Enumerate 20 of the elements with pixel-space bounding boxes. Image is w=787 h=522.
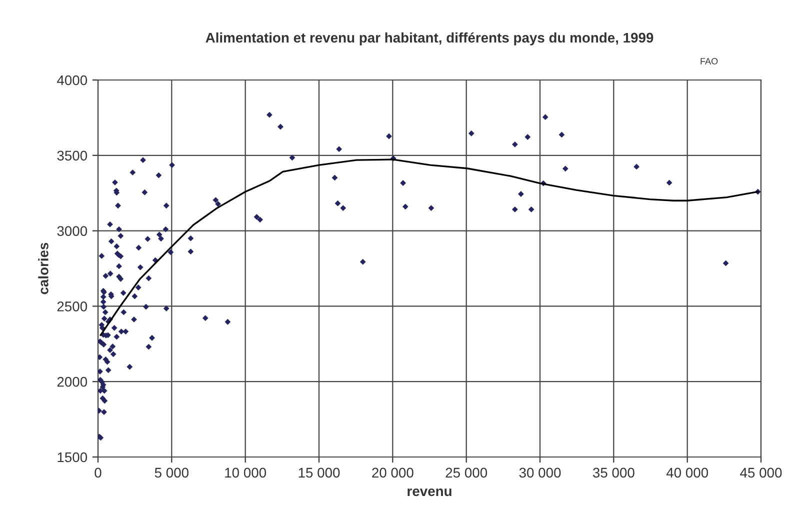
x-tick-label: 15 000 (298, 468, 340, 478)
y-tick-label: 1500 (58, 452, 88, 462)
x-tick-label: 35 000 (592, 468, 634, 478)
x-tick-label: 45 000 (740, 468, 782, 478)
y-tick-label: 3000 (57, 226, 88, 236)
y-axis-title: calories (38, 242, 48, 294)
chart-title: Alimentation et revenu par habitant, différents pays du monde, 1999 (206, 32, 654, 46)
x-tick-label: 25 000 (446, 468, 488, 478)
text: FAO (700, 58, 718, 64)
y-tick-label: 2500 (57, 302, 88, 312)
x-tick-label: 20 000 (372, 468, 414, 478)
x-tick-label: 10 000 (225, 468, 266, 478)
x-tick-label: 30 000 (519, 468, 561, 478)
y-tick-label: 3500 (57, 150, 88, 161)
x-tick-label: 5 000 (154, 468, 189, 478)
y-tick-label: 2000 (57, 376, 88, 387)
x-tick-label: 0 (94, 468, 102, 478)
x-axis-title: revenu (408, 488, 452, 496)
y-tick-label: 4000 (57, 75, 88, 86)
x-tick-label: 40 000 (666, 468, 708, 478)
